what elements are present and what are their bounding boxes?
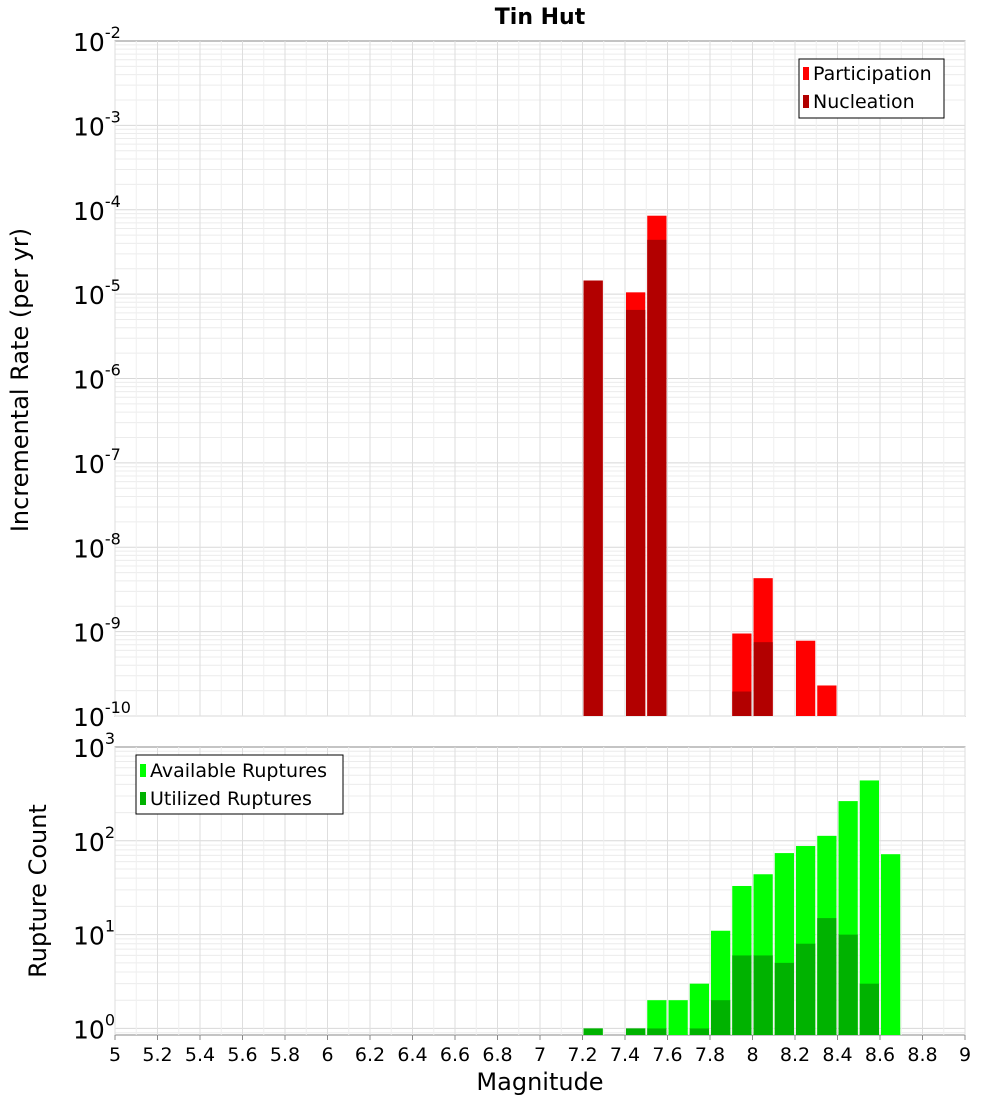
x-tick-label: 8.2 [780,1044,810,1066]
bar-available-ruptures [859,780,879,1035]
x-tick-label: 6.4 [397,1044,427,1066]
legend-swatch-nucleation [803,95,809,108]
y-tick-label: 102 [73,823,115,857]
x-tick-label: 6 [321,1044,333,1066]
bar-utilized-ruptures [583,1028,603,1035]
top-bars [583,215,837,717]
bottom-legend: Available Ruptures Utilized Ruptures [135,754,344,815]
bar-nucleation [753,642,773,716]
y-tick-label: 10-6 [73,361,121,395]
bottom-y-axis-label: Rupture Count [24,804,52,978]
bar-utilized-ruptures [753,955,773,1035]
bar-participation [796,640,816,716]
x-tick-label: 8 [746,1044,758,1066]
x-tick-label: 7.6 [652,1044,682,1066]
bar-participation [817,685,837,716]
top-y-axis-label: Incremental Rate (per yr) [6,228,34,532]
y-tick-label: 10-3 [73,107,121,141]
x-tick-label: 7.4 [610,1044,640,1066]
chart-title: Tin Hut [495,5,586,30]
bar-nucleation [626,309,646,716]
bar-nucleation [647,239,667,716]
y-tick-label: 10-10 [73,698,131,732]
legend-label-utilized: Utilized Ruptures [150,788,312,810]
bottom-legend-box [135,754,344,815]
bar-nucleation [732,691,752,716]
y-tick-label: 103 [73,729,115,763]
x-tick-label: 6.2 [355,1044,385,1066]
x-tick-label: 5.6 [227,1044,257,1066]
bar-available-ruptures [881,854,901,1035]
legend-label-participation: Participation [813,63,932,85]
x-tick-label: 5.8 [270,1044,300,1066]
x-tick-label: 9 [959,1044,971,1066]
legend-label-nucleation: Nucleation [813,91,915,113]
bar-utilized-ruptures [626,1028,646,1035]
x-tick-label: 6.6 [440,1044,470,1066]
top-legend: Participation Nucleation [798,58,945,119]
top-grid [114,41,966,717]
bar-utilized-ruptures [796,943,816,1035]
top-y-ticks: 10-2 10-3 10-4 10-5 10-6 10-7 10-8 10-9 10-10 [73,23,131,732]
x-tick-label: 8.6 [865,1044,895,1066]
x-tick-label: 5.2 [142,1044,172,1066]
x-ticks: 5 5.2 5.4 5.6 5.8 6 6.2 6.4 6.6 6.8 7 7.2 7.4 7.6 7.8 8… [109,1035,971,1066]
bar-nucleation [583,280,603,716]
legend-label-available: Available Ruptures [150,760,327,782]
y-tick-label: 100 [73,1010,115,1044]
x-tick-label: 7.2 [567,1044,597,1066]
bar-utilized-ruptures [732,955,752,1035]
y-tick-label: 10-4 [73,192,121,226]
bar-available-ruptures [647,1000,667,1035]
y-tick-label: 10-7 [73,445,121,479]
legend-swatch-available [140,764,146,777]
top-legend-box [798,58,945,119]
y-tick-label: 10-5 [73,276,121,310]
bar-utilized-ruptures [817,918,837,1035]
bar-available-ruptures [668,1000,688,1035]
x-tick-label: 7 [534,1044,546,1066]
x-tick-label: 8.8 [907,1044,937,1066]
legend-swatch-participation [803,67,809,80]
x-tick-label: 5.4 [185,1044,215,1066]
bar-utilized-ruptures [774,962,794,1035]
y-tick-label: 10-8 [73,529,121,563]
x-tick-label: 6.8 [482,1044,512,1066]
bar-utilized-ruptures [838,934,858,1035]
bar-utilized-ruptures [647,1028,667,1035]
x-axis-label: Magnitude [476,1068,603,1096]
bar-available-ruptures [689,983,709,1035]
bottom-y-ticks: 103 102 101 100 [73,729,115,1044]
x-tick-label: 5 [109,1044,121,1066]
bottom-bars [583,780,901,1035]
legend-swatch-utilized [140,792,146,805]
bar-utilized-ruptures [859,983,879,1035]
y-tick-label: 10-9 [73,614,121,648]
y-tick-label: 101 [73,917,115,951]
y-tick-label: 10-2 [73,23,121,57]
x-tick-label: 8.4 [822,1044,852,1066]
bar-utilized-ruptures [711,1000,731,1035]
bar-utilized-ruptures [689,1028,709,1035]
x-tick-label: 7.8 [695,1044,725,1066]
